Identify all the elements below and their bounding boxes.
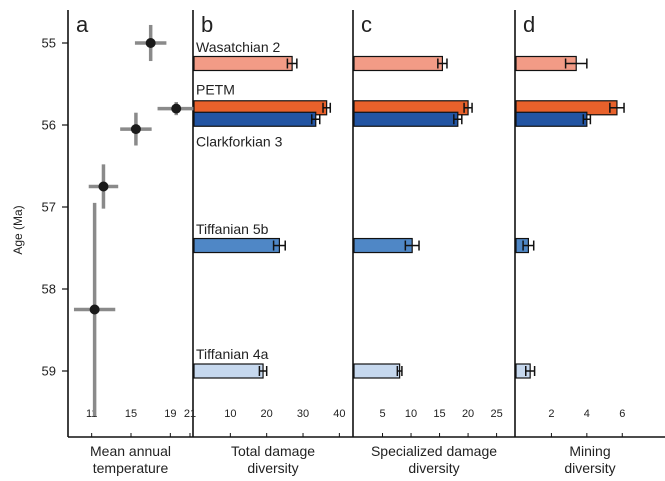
- bar-wasatchian-2: [515, 55, 588, 72]
- x-tick-label: 15: [125, 408, 137, 420]
- panel-letter: d: [523, 12, 535, 37]
- x-axis-title: diversity: [247, 460, 298, 476]
- bar-tiffanian-5b: [515, 237, 535, 254]
- bar-wasatchian-2: [353, 55, 448, 72]
- bar-tiffanian-4a: [193, 363, 268, 379]
- figure-frame: [67, 10, 665, 438]
- bar-petm: [193, 100, 332, 116]
- bar-tiffanian-4a: [353, 363, 403, 379]
- bar: [193, 363, 264, 379]
- x-tick-label: 15: [433, 408, 445, 420]
- x-axis-title: temperature: [93, 460, 169, 476]
- data-point: [88, 164, 119, 209]
- x-tick-label: 20: [261, 408, 273, 420]
- series-label: PETM: [196, 82, 235, 98]
- x-tick-label: 4: [584, 408, 590, 420]
- x-tick-label: 10: [224, 408, 236, 420]
- data-point: [134, 24, 167, 62]
- y-tick-label: 56: [42, 118, 56, 133]
- point-marker: [89, 304, 100, 315]
- x-tick-label: 21: [184, 408, 196, 420]
- x-tick-label: 40: [333, 408, 345, 420]
- x-tick-label: 19: [164, 408, 176, 420]
- y-axis-label: Age (Ma): [11, 205, 25, 254]
- x-tick-label: 30: [297, 408, 309, 420]
- y-tick-label: 57: [42, 200, 56, 215]
- bar-tiffanian-4a: [515, 363, 536, 379]
- x-tick-label: 11: [86, 408, 97, 420]
- data-point: [120, 112, 152, 146]
- bar: [353, 55, 444, 72]
- bar-tiffanian-5b: [193, 237, 286, 254]
- data-point: [157, 102, 195, 116]
- x-axis-title: diversity: [408, 460, 459, 476]
- series-label: Tiffanian 5b: [196, 221, 269, 237]
- x-axis-title: Mean annual: [90, 443, 171, 459]
- series-label: Clarkforkian 3: [196, 133, 283, 149]
- series-label: Wasatchian 2: [196, 39, 281, 55]
- x-tick-label: 2: [548, 408, 554, 420]
- series-label: Tiffanian 4a: [196, 346, 269, 362]
- x-axis-title: Specialized damage: [371, 443, 497, 459]
- bar: [193, 111, 317, 127]
- y-tick-label: 59: [42, 364, 56, 379]
- x-axis-title: Total damage: [231, 443, 315, 459]
- x-tick-label: 25: [490, 408, 502, 420]
- bar: [353, 237, 413, 254]
- x-tick-label: 6: [619, 408, 625, 420]
- bar-petm: [353, 100, 473, 116]
- bar: [515, 111, 588, 127]
- data-point: [73, 202, 116, 417]
- bar-clarkforkian-3: [353, 111, 463, 127]
- x-tick-label: 10: [405, 408, 417, 420]
- panel-letter: b: [201, 12, 213, 37]
- panel-letter: a: [76, 12, 89, 37]
- y-tick-label: 58: [42, 282, 56, 297]
- x-tick-label: 5: [379, 408, 385, 420]
- x-axis-title: diversity: [564, 460, 615, 476]
- bar-clarkforkian-3: [193, 111, 321, 127]
- bar-clarkforkian-3: [515, 111, 592, 127]
- bar-tiffanian-5b: [353, 237, 420, 254]
- point-marker: [171, 103, 182, 114]
- point-marker: [145, 38, 156, 48]
- bar: [193, 55, 293, 72]
- y-axis-ticks: 55 56 57 58 59: [42, 36, 68, 379]
- bar-wasatchian-2: [193, 55, 298, 72]
- panel-letter: c: [361, 12, 372, 37]
- x-axis-title: Mining: [569, 443, 610, 459]
- point-marker: [98, 181, 109, 192]
- bar: [353, 363, 401, 379]
- bar: [193, 237, 281, 254]
- point-marker: [130, 124, 141, 135]
- bar: [353, 111, 459, 127]
- x-tick-label: 20: [462, 408, 474, 420]
- y-tick-label: 55: [42, 36, 56, 51]
